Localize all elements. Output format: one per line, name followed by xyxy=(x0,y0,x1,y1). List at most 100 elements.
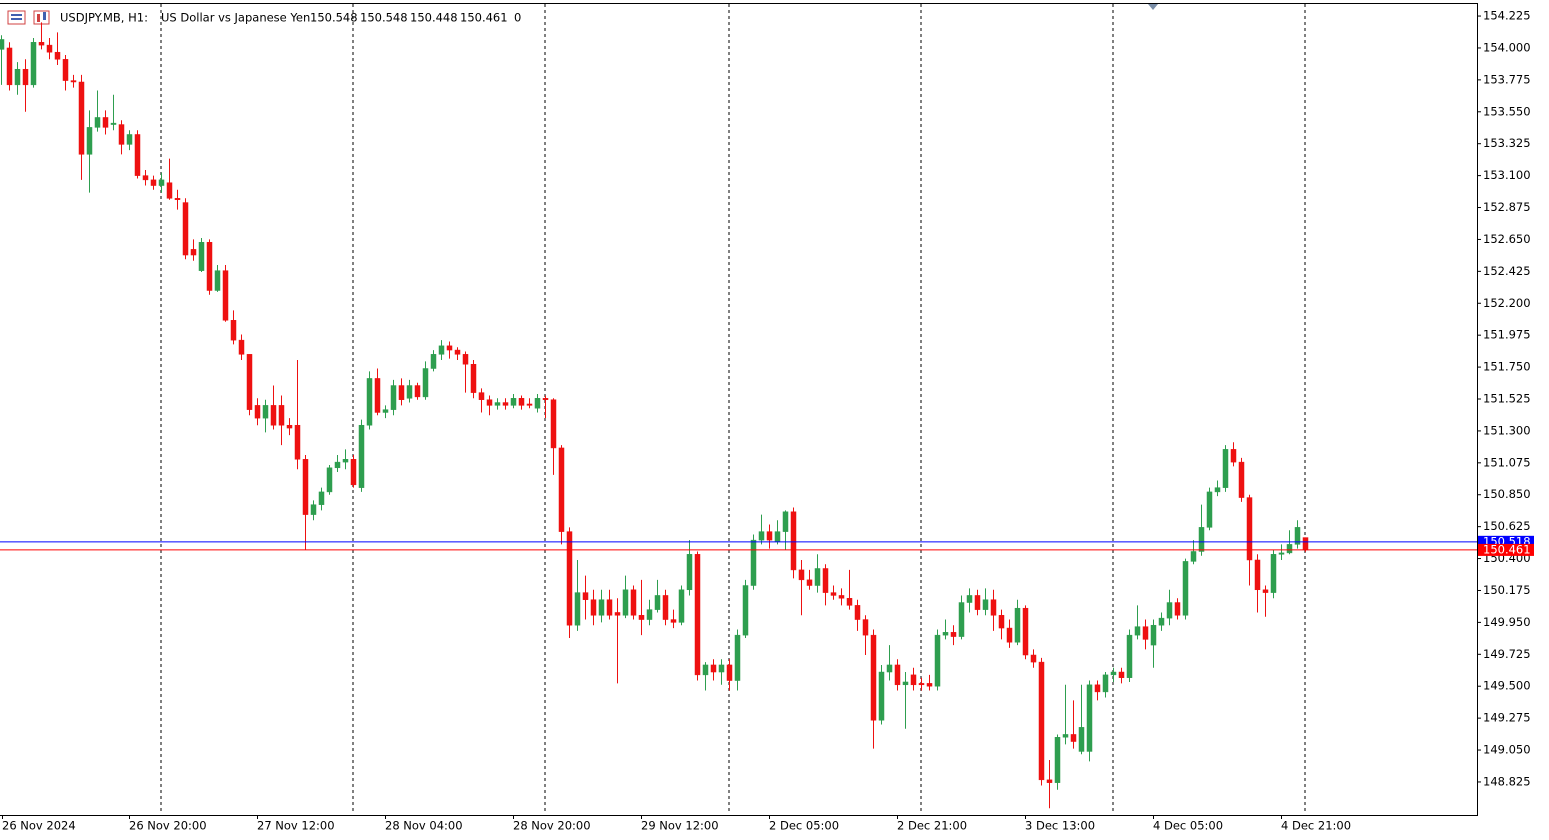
candle-body xyxy=(438,345,445,355)
x-tick-label: 26 Nov 20:00 xyxy=(129,819,207,833)
candle-body xyxy=(598,599,605,616)
candle-body xyxy=(334,461,341,469)
candle-body xyxy=(918,683,925,686)
candle-body xyxy=(990,599,997,616)
candle-body xyxy=(350,459,357,486)
candle-body xyxy=(926,683,933,687)
candle-body xyxy=(206,242,213,291)
tick-volume: 0 xyxy=(514,11,521,25)
candle-body xyxy=(614,612,621,616)
candle-body xyxy=(1246,497,1253,561)
candle-body xyxy=(1046,779,1053,783)
y-tick-label: 152.875 xyxy=(1483,200,1531,214)
candle-body xyxy=(302,459,309,515)
candle-body xyxy=(1150,624,1157,646)
candle-body xyxy=(854,605,861,620)
candle-body xyxy=(246,354,253,410)
candle-body xyxy=(662,595,669,620)
candle-body xyxy=(54,51,61,60)
candle-body xyxy=(998,615,1005,629)
candle-body xyxy=(1062,734,1069,738)
icon xyxy=(11,14,22,16)
candle-body xyxy=(1198,527,1205,552)
candle-body xyxy=(766,531,773,541)
candle-body xyxy=(46,44,53,53)
x-tick-label: 4 Dec 21:00 xyxy=(1281,819,1351,833)
x-tick-label: 28 Nov 04:00 xyxy=(385,819,463,833)
candle-body xyxy=(414,385,421,398)
candle-body xyxy=(278,405,285,426)
candle-body xyxy=(1294,527,1301,545)
y-tick-label: 154.000 xyxy=(1483,40,1531,54)
candle-body xyxy=(358,424,365,488)
symbol: USDJPY.MB, H1: xyxy=(60,11,148,25)
ohlc-close: 150.461 xyxy=(460,11,508,25)
candle-body xyxy=(750,539,757,586)
y-tick-label: 151.525 xyxy=(1483,392,1531,406)
candle-body xyxy=(62,59,69,81)
candle-body xyxy=(14,68,21,86)
ohlc-high: 150.548 xyxy=(360,11,408,25)
candle-body xyxy=(1070,734,1077,742)
ohlc-open: 150.548 xyxy=(310,11,358,25)
candle-body xyxy=(150,179,157,186)
candle-body xyxy=(510,398,517,406)
candle-body xyxy=(30,42,37,86)
y-tick-label: 149.050 xyxy=(1483,743,1531,757)
x-tick-label: 2 Dec 05:00 xyxy=(769,819,839,833)
candle-body xyxy=(622,589,629,616)
candle-body xyxy=(654,595,661,610)
candle-body xyxy=(934,634,941,687)
candle-body xyxy=(390,385,397,410)
y-tick-label: 150.175 xyxy=(1483,583,1531,597)
candle-body xyxy=(238,339,245,355)
candle-body xyxy=(1134,626,1141,636)
candle-body xyxy=(446,345,453,351)
candle-body xyxy=(1022,607,1029,656)
candle-body xyxy=(710,664,717,673)
candle-body xyxy=(782,511,789,532)
candle-body xyxy=(870,634,877,721)
candle-body xyxy=(126,134,133,145)
candle-body xyxy=(878,671,885,721)
candle-body xyxy=(326,467,333,493)
x-tick-label: 27 Nov 12:00 xyxy=(257,819,335,833)
candle-body xyxy=(718,664,725,673)
x-tick-label: 26 Nov 2024 xyxy=(2,819,76,833)
candle-body xyxy=(518,398,525,406)
candle-body xyxy=(286,424,293,429)
candle-body xyxy=(534,398,541,409)
candle-body xyxy=(142,175,149,181)
candle-body xyxy=(502,402,509,406)
candle-body xyxy=(1118,671,1125,678)
candle-body xyxy=(886,664,893,673)
candle-body xyxy=(1214,487,1221,493)
candle-body xyxy=(742,585,749,636)
y-tick-label: 153.775 xyxy=(1483,72,1531,86)
candle-body xyxy=(1238,461,1245,498)
candle-body xyxy=(470,364,477,393)
candle-body xyxy=(158,179,165,186)
candle-body xyxy=(318,491,325,505)
candle-body xyxy=(974,595,981,610)
candle-body xyxy=(422,368,429,398)
candle-body xyxy=(0,39,5,50)
candle-body xyxy=(902,681,909,686)
bid-label: 150.461 xyxy=(1483,542,1531,556)
candle-body xyxy=(1142,626,1149,640)
candle-body xyxy=(1102,674,1109,693)
candle-body xyxy=(198,242,205,271)
candle-body xyxy=(182,202,189,256)
candle-body xyxy=(582,592,589,600)
candle-body xyxy=(862,619,869,636)
candle-body xyxy=(1270,554,1277,593)
candle-body xyxy=(1286,544,1293,554)
candle-body xyxy=(190,249,197,256)
candle-body xyxy=(110,122,117,125)
candle-body xyxy=(894,664,901,686)
candle-body xyxy=(1158,617,1165,626)
y-tick-label: 151.075 xyxy=(1483,455,1531,469)
candle-body xyxy=(910,674,917,686)
